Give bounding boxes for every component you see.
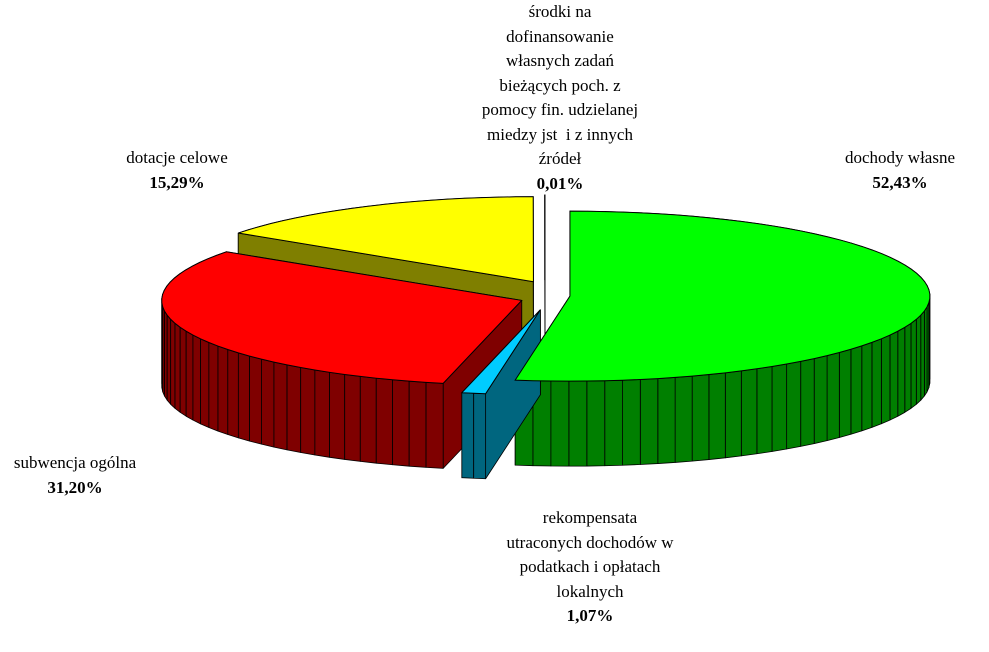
- slice-side: [425, 381, 444, 469]
- slice: [514, 210, 931, 382]
- slice-side: [344, 374, 361, 462]
- slice-side: [174, 322, 181, 413]
- slice-name: środki na dofinansowanie własnych zadań …: [481, 2, 639, 168]
- slice-label: dochody własne 52,43%: [845, 146, 955, 195]
- slice-side: [473, 392, 487, 480]
- slice-side: [639, 378, 659, 465]
- slice-side: [192, 334, 201, 425]
- slice-label: dotacje celowe 15,29%: [126, 146, 227, 195]
- slice-label: środki na dofinansowanie własnych zadań …: [482, 0, 638, 196]
- slice-side: [657, 377, 676, 464]
- slice-side: [740, 368, 758, 457]
- slice-percent: 0,01%: [536, 173, 584, 193]
- slice-side: [889, 330, 899, 421]
- slice-name: subwencja ogólna: [13, 453, 137, 472]
- slice-side: [314, 369, 330, 458]
- slice-percent: 1,07%: [566, 606, 614, 625]
- slice-side: [185, 330, 194, 421]
- slice-side: [771, 363, 788, 452]
- slice-label: subwencja ogólna 31,20%: [14, 451, 136, 500]
- slice-side: [329, 371, 346, 460]
- slice-side: [923, 306, 928, 397]
- slice-name: dochody własne: [844, 148, 956, 167]
- slice-side: [300, 367, 316, 456]
- slice-side: [273, 361, 288, 451]
- slice-side: [568, 380, 588, 467]
- slice-percent: 15,29%: [149, 172, 205, 192]
- slice-side: [691, 374, 710, 462]
- slice-side: [166, 314, 172, 405]
- slice-label: rekompensata utraconych dochodów w podat…: [506, 506, 673, 629]
- slice-side: [179, 326, 187, 417]
- slice-side: [756, 366, 773, 455]
- slice: [238, 196, 534, 283]
- slice-side: [915, 314, 922, 405]
- slice-percent: 52,43%: [872, 172, 928, 192]
- slice-side: [217, 345, 229, 435]
- slice-side: [550, 380, 570, 467]
- slice-side: [904, 322, 912, 413]
- slice: [460, 309, 541, 395]
- slice-side: [359, 376, 377, 464]
- slice-side: [861, 342, 873, 432]
- slice-side: [800, 358, 815, 447]
- slice: [161, 251, 523, 384]
- slice-side: [871, 338, 882, 428]
- slice-side: [286, 364, 302, 453]
- slice-side: [880, 334, 891, 425]
- slice-side: [170, 318, 176, 409]
- slice-side: [674, 375, 693, 463]
- slice-side: [786, 360, 802, 450]
- slice-side: [850, 345, 863, 435]
- slice-side: [826, 352, 840, 442]
- slice-side: [408, 380, 427, 468]
- slice-name: rekompensata utraconych dochodów w podat…: [506, 508, 674, 601]
- slice-side: [237, 352, 250, 442]
- slice-side: [622, 379, 641, 466]
- slice-side: [249, 355, 262, 445]
- slice-side: [724, 370, 742, 459]
- slice-side: [708, 372, 726, 460]
- slice-side: [261, 358, 275, 448]
- slice-side: [461, 392, 475, 479]
- slice-side: [392, 379, 410, 467]
- slice-name: dotacje celowe: [126, 148, 228, 167]
- slice-side: [375, 377, 393, 466]
- slice-side: [920, 310, 925, 401]
- slice-side: [200, 338, 210, 428]
- slice-side: [813, 355, 828, 444]
- slice-side: [604, 379, 623, 467]
- slice-side: [227, 349, 239, 439]
- slice-percent: 31,20%: [47, 477, 103, 497]
- slice-side: [897, 326, 906, 417]
- slice-side: [208, 342, 219, 432]
- slice-side: [586, 380, 606, 467]
- slice-side: [910, 318, 917, 409]
- slice-side: [838, 348, 852, 438]
